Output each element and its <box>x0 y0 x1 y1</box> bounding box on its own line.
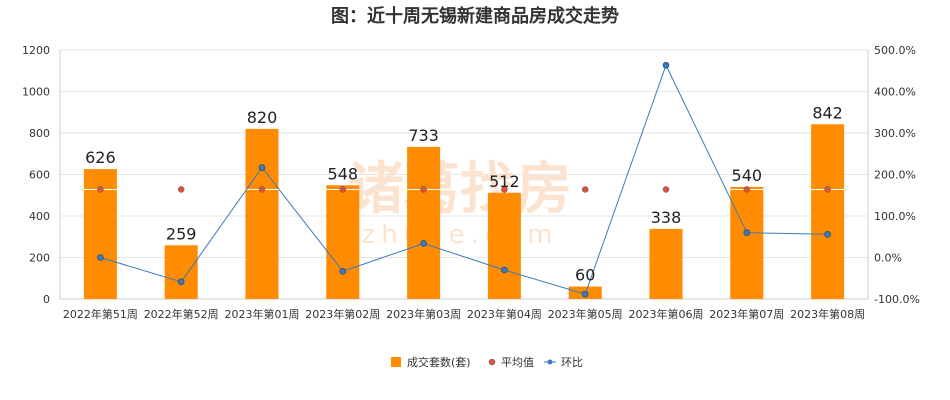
x-tick-label: 2023年第04周 <box>467 307 542 321</box>
x-tick-label: 2023年第05周 <box>548 307 623 321</box>
legend-swatch-bar <box>391 357 401 367</box>
data-labels: 626 259 820 548 733 512 60 338 540 842 <box>85 103 843 284</box>
right-tick-label: 100.0% <box>874 210 916 223</box>
mom-point <box>501 266 508 274</box>
average-point <box>420 186 427 193</box>
mom-point <box>97 254 104 261</box>
legend-label-bar: 成交套数(套) <box>407 355 471 369</box>
x-tick-label: 2023年第02周 <box>305 307 380 321</box>
bar-value-label: 820 <box>247 108 278 127</box>
average-point <box>662 186 670 193</box>
bar-value-label: 548 <box>328 164 359 183</box>
average-points <box>83 186 845 193</box>
x-tick-label: 2023年第08周 <box>790 307 865 321</box>
watermark-subtext: zhuge.com <box>362 220 559 250</box>
bar <box>326 185 360 299</box>
average-point <box>97 186 104 193</box>
bar-value-label: 733 <box>408 126 439 145</box>
bar-value-label: 626 <box>85 148 116 167</box>
bar-value-label: 842 <box>812 103 843 122</box>
x-tick-label: 2023年第01周 <box>225 307 300 321</box>
chart-title: 图：近十周无锡新建商品房成交走势 <box>331 5 619 27</box>
right-tick-label: 300.0% <box>874 127 916 140</box>
left-tick-label: 400 <box>29 210 50 223</box>
bar-value-label: 259 <box>166 224 197 243</box>
average-point <box>501 186 508 193</box>
bar-value-label: 338 <box>651 208 682 227</box>
mom-line <box>97 61 831 298</box>
average-point <box>824 186 831 193</box>
average-point <box>743 186 751 193</box>
mom-point <box>258 164 266 171</box>
mom-point <box>743 229 751 236</box>
average-point <box>581 186 589 193</box>
average-point <box>339 186 347 193</box>
mom-point <box>177 278 185 286</box>
bar <box>487 192 521 299</box>
right-tick-label: 0.0% <box>874 252 902 265</box>
legend-label-line: 环比 <box>561 356 583 369</box>
x-tick-label: 2023年第06周 <box>629 307 704 321</box>
legend-label-avg: 平均值 <box>501 356 534 369</box>
mom-point <box>662 61 670 69</box>
mom-point <box>824 231 831 238</box>
bar <box>407 146 441 299</box>
mom-polyline <box>100 63 828 295</box>
mom-point <box>581 290 589 298</box>
right-axis: -100.0% 0.0% 100.0% 200.0% 300.0% 400.0% 500.0… <box>874 44 920 306</box>
left-tick-label: 0 <box>43 293 50 306</box>
legend: 成交套数(套) 平均值 环比 <box>391 355 583 369</box>
average-point <box>177 186 185 193</box>
left-axis: 0 200 400 600 800 1000 1200 <box>22 44 50 306</box>
right-tick-label: -100.0% <box>874 293 920 306</box>
left-tick-label: 600 <box>29 169 50 182</box>
legend-swatch-line-marker <box>547 359 553 365</box>
bar-value-label: 60 <box>575 266 595 285</box>
left-tick-label: 1000 <box>22 86 50 99</box>
average-point <box>258 186 266 193</box>
right-tick-label: 200.0% <box>874 169 916 182</box>
right-tick-label: 500.0% <box>874 44 916 57</box>
x-tick-label: 2023年第03周 <box>386 307 461 321</box>
left-tick-label: 800 <box>29 127 50 140</box>
x-tick-label: 2022年第51周 <box>63 307 138 321</box>
legend-swatch-avg <box>488 358 496 366</box>
mom-point <box>420 240 427 247</box>
left-tick-label: 1200 <box>22 44 50 57</box>
bar <box>164 245 198 299</box>
x-tick-label: 2023年第07周 <box>709 307 784 321</box>
x-tick-label: 2022年第52周 <box>144 307 219 321</box>
bar-value-label: 512 <box>489 172 520 191</box>
bar <box>730 186 764 299</box>
bar <box>245 128 279 299</box>
bar <box>811 124 845 299</box>
left-tick-label: 200 <box>29 252 50 265</box>
x-axis: 2022年第51周 2022年第52周 2023年第01周 2023年第02周 2023… <box>63 307 865 321</box>
watermark-logo: 诸葛找房 <box>348 157 572 222</box>
mom-point <box>339 267 347 275</box>
right-tick-label: 400.0% <box>874 86 916 99</box>
bar-value-label: 540 <box>732 166 763 185</box>
bar <box>649 228 683 299</box>
